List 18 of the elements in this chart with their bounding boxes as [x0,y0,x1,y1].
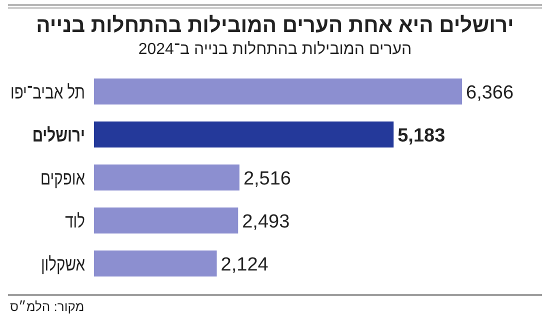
bar [94,122,394,148]
bar [94,78,462,104]
y-tick-label: לוד [65,210,85,232]
data-label: 2,493 [242,212,290,232]
chart-subtitle: הערים המובילות בהתחלות בנייה ב־2024 [138,40,412,58]
y-tick-label: ירושלים [32,124,85,146]
data-label: 6,366 [466,82,514,104]
data-label: 5,183 [398,126,446,146]
data-label: 2,124 [220,254,269,276]
text: מקור: הלמ״ס [10,299,84,314]
bar [94,250,217,276]
y-tick-label: תל אביב־יפו [10,82,85,103]
chart-title: ירושלים היא אחת הערים המובילות בהתחלות בנייה [36,14,514,37]
bar [94,164,240,190]
y-tick-label: אופקים [40,168,86,189]
bar [94,208,238,234]
data-label: 2,516 [243,168,291,190]
y-tick-label: אשקלון [40,254,86,275]
